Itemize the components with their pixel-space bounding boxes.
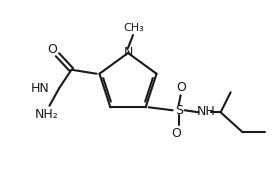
Text: NH₂: NH₂ <box>34 108 58 121</box>
Text: O: O <box>177 81 187 94</box>
Text: N: N <box>123 47 133 60</box>
Text: S: S <box>175 104 183 117</box>
Text: O: O <box>48 43 57 56</box>
Text: HN: HN <box>31 82 49 95</box>
Text: CH₃: CH₃ <box>124 23 144 33</box>
Text: O: O <box>172 127 182 140</box>
Text: NH: NH <box>196 105 215 118</box>
